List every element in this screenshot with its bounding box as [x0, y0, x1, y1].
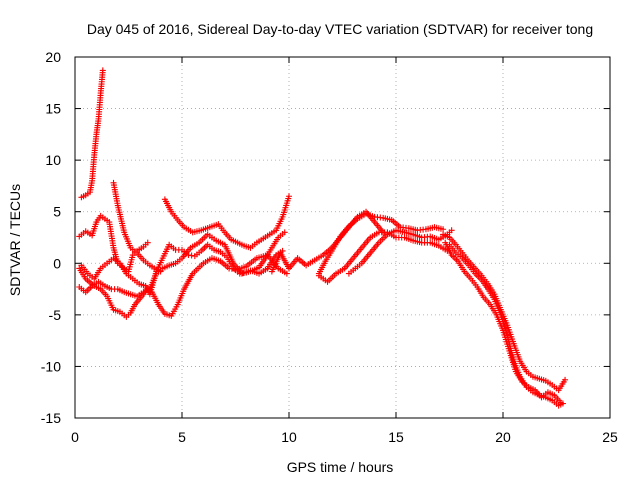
data-point	[448, 227, 455, 234]
x-tick-label: 25	[602, 429, 618, 445]
data-point	[283, 270, 290, 277]
y-axis-label: SDTVAR / TECUs	[7, 184, 23, 296]
y-tick-label: 15	[45, 101, 61, 117]
x-axis-label: GPS time / hours	[287, 459, 394, 475]
data-point	[144, 239, 151, 246]
data-point	[99, 67, 106, 74]
x-tick-label: 20	[495, 429, 511, 445]
y-tick-label: -15	[41, 410, 61, 426]
data-point	[562, 376, 569, 383]
chart-title: Day 045 of 2016, Sidereal Day-to-day VTE…	[87, 21, 593, 37]
x-tick-label: 10	[281, 429, 297, 445]
y-tick-label: 0	[53, 255, 61, 271]
data-point	[286, 193, 292, 200]
x-tick-label: 0	[71, 429, 79, 445]
y-tick-label: -10	[41, 358, 61, 374]
x-tick-label: 15	[388, 429, 404, 445]
y-tick-label: 20	[45, 49, 61, 65]
data-points	[76, 67, 569, 409]
x-tick-label: 5	[178, 429, 186, 445]
data-point	[440, 226, 447, 233]
plot-frame	[74, 56, 611, 419]
data-point	[559, 400, 566, 407]
y-tick-label: 10	[45, 152, 61, 168]
y-tick-label: -5	[49, 307, 62, 323]
axis-ticks: 0 5 10 15 20 25 -15 -10 -5 0 5 10 15 20	[41, 49, 618, 445]
y-tick-label: 5	[53, 204, 61, 220]
data-point	[281, 229, 288, 236]
